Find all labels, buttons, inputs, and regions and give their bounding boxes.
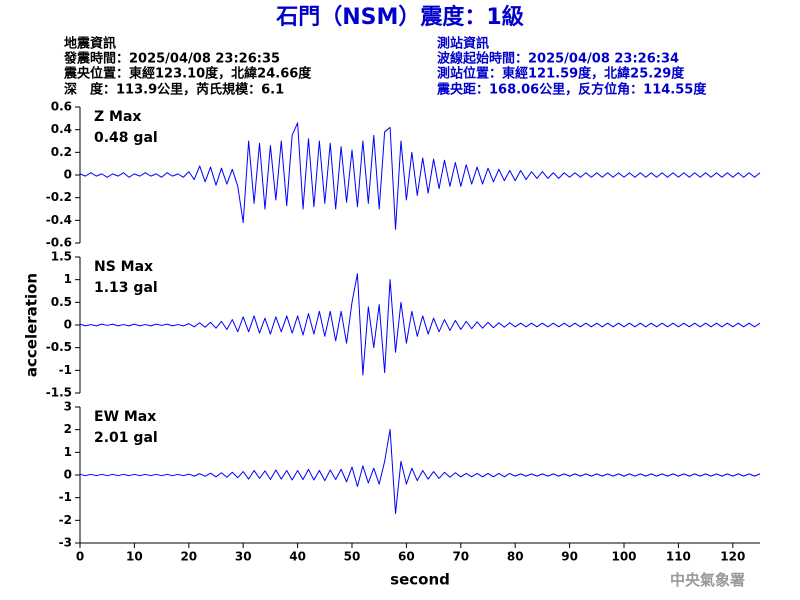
y-tick-label: -1.5	[46, 386, 72, 400]
y-tick-label: 0	[64, 168, 72, 182]
x-tick-label: 20	[180, 550, 197, 564]
max-label: 2.01 gal	[94, 430, 158, 446]
x-axis-label: second	[390, 571, 450, 589]
y-tick-label: 0	[64, 318, 72, 332]
x-tick-label: 120	[720, 550, 745, 564]
station-info: 震央距：168.06公里，反方位角：114.55度	[436, 82, 707, 98]
x-tick-label: 80	[507, 550, 524, 564]
y-tick-label: 0.5	[51, 295, 72, 309]
quake-info: 震央位置：東經123.10度，北緯24.66度	[63, 66, 312, 82]
title: 石門（NSM）震度：1級	[275, 4, 523, 30]
quake-info: 地震資訊	[64, 36, 116, 52]
station-info: 測站資訊	[437, 36, 489, 52]
y-tick-label: -1	[59, 490, 72, 504]
waveform	[79, 428, 761, 515]
x-tick-label: 60	[398, 550, 415, 564]
y-tick-label: 1	[64, 272, 72, 286]
y-tick-label: -2	[59, 513, 72, 527]
x-tick-label: 50	[344, 550, 361, 564]
footer: 中央氣象署	[670, 571, 745, 589]
x-tick-label: 70	[452, 550, 469, 564]
max-label: 1.13 gal	[94, 280, 158, 296]
quake-info: 發震時間：2025/04/08 23:26:35	[63, 51, 280, 67]
panel-label: EW Max	[94, 409, 156, 425]
y-tick-label: -0.4	[46, 213, 72, 227]
y-tick-label: 0.2	[51, 145, 72, 159]
y-tick-label: 1.5	[51, 250, 72, 264]
y-tick-label: -0.2	[46, 190, 72, 204]
x-tick-label: 100	[611, 550, 636, 564]
y-tick-label: -0.5	[46, 340, 72, 354]
y-tick-label: 1	[64, 445, 72, 459]
y-tick-label: 2	[64, 422, 72, 436]
station-info: 波線起始時間：2025/04/08 23:26:34	[437, 51, 679, 67]
x-tick-label: 10	[126, 550, 143, 564]
quake-info: 深 度：113.9公里，芮氏規模：6.1	[64, 82, 284, 98]
x-tick-label: 30	[235, 550, 252, 564]
y-tick-label: -3	[59, 536, 72, 550]
y-tick-label: -0.6	[46, 236, 72, 250]
waveform	[79, 122, 761, 230]
y-tick-label: 0.6	[51, 100, 72, 114]
y-tick-label: 3	[64, 400, 72, 414]
y-tick-label: -1	[59, 363, 72, 377]
station-info: 測站位置：東經121.59度，北緯25.29度	[437, 66, 685, 82]
max-label: 0.48 gal	[94, 130, 158, 146]
waveform	[79, 273, 761, 376]
y-tick-label: 0	[64, 468, 72, 482]
panel-label: NS Max	[94, 259, 153, 275]
x-tick-label: 110	[666, 550, 691, 564]
y-tick-label: 0.4	[51, 122, 72, 136]
x-tick-label: 40	[289, 550, 306, 564]
x-tick-label: 0	[76, 550, 84, 564]
y-axis-label: acceleration	[23, 273, 41, 377]
x-tick-label: 90	[561, 550, 578, 564]
panel-label: Z Max	[94, 109, 141, 125]
